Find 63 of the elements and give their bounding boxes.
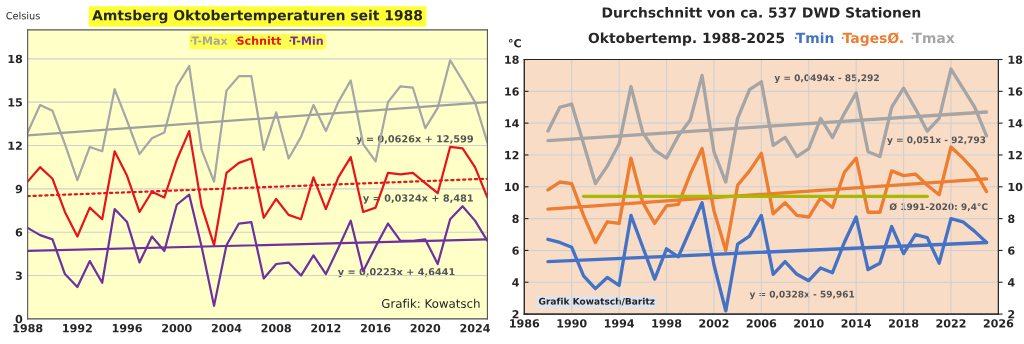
legend-label: T-Max: [191, 36, 228, 45]
y-tick-label: 2: [512, 310, 519, 319]
x-tick-label: 2000: [162, 323, 192, 333]
annotation: Grafik Kowatsch/Baritz: [538, 297, 655, 306]
y-tick-label: 0: [15, 314, 23, 324]
x-tick-label: 2014: [841, 319, 872, 328]
x-tick-label: 2020: [410, 323, 441, 333]
y-tick-label: 9: [15, 184, 23, 194]
annotation: Ø 1991-2020: 9,4°C: [889, 203, 988, 212]
x-tick-label: 1986: [510, 319, 540, 328]
y2-tick-label: 8: [1008, 214, 1015, 223]
y-tick-label: 14: [505, 119, 519, 128]
x-tick-label: 1988: [13, 323, 43, 333]
y2-tick-label: 14: [1008, 119, 1023, 128]
y-tick-label: 3: [15, 271, 22, 280]
x-tick-label: 2018: [888, 319, 919, 328]
y-tick-label: 16: [505, 87, 519, 96]
y2-tick-label: 4: [1007, 278, 1015, 287]
y-tick-label: 12: [505, 150, 519, 160]
y-axis-title: Celsius: [6, 11, 40, 20]
y-tick-label: 6: [512, 246, 519, 255]
legend-label: TagesØ.: [842, 32, 903, 46]
y-tick-label: 12: [8, 141, 22, 150]
legend-label: Tmax: [912, 32, 955, 44]
y2-tick-label: 6: [1008, 246, 1015, 255]
annotation: y = 0,051x - 92,793: [887, 136, 986, 146]
legend-label: Schnitt: [237, 36, 282, 45]
x-tick-label: 1990: [557, 319, 587, 328]
y-axis-title: °C: [508, 38, 521, 48]
y2-tick-label: 18: [1008, 55, 1023, 64]
x-tick-label: 2004: [211, 323, 242, 333]
y-tick-label: 15: [8, 98, 23, 107]
annotation: y = 0,0494x - 85,292: [774, 74, 879, 83]
chart-title: Durchschnitt von ca. 537 DWD Stationen: [602, 6, 921, 18]
y-tick-label: 18: [8, 54, 23, 64]
y-tick-label: 18: [505, 55, 519, 64]
y-tick-label: 6: [15, 228, 23, 237]
annotation: y = 0,0328x - 59,961: [749, 290, 855, 300]
legend-label: T-Min: [290, 36, 323, 45]
x-tick-label: 1998: [652, 319, 682, 328]
y-tick-label: 8: [512, 214, 519, 223]
chart-subtitle: Oktobertemp. 1988-2025: [588, 32, 785, 46]
x-tick-label: 1994: [604, 319, 635, 328]
x-tick-label: 1992: [63, 323, 92, 333]
x-tick-label: 2002: [699, 319, 729, 328]
x-tick-label: 2006: [746, 319, 777, 328]
legend-label: Tmin: [795, 32, 834, 43]
x-tick-label: 2012: [311, 323, 341, 333]
y2-tick-label: 10: [1008, 182, 1023, 192]
x-tick-label: 2016: [361, 323, 391, 333]
annotation: Grafik: Kowatsch: [381, 298, 480, 308]
y2-tick-label: 2: [1008, 310, 1015, 319]
y2-tick-label: 16: [1008, 87, 1023, 96]
y-tick-label: 10: [505, 182, 519, 192]
y2-tick-label: 12: [1008, 150, 1022, 160]
x-tick-label: 2008: [261, 323, 291, 333]
chart-title: Amtsberg Oktobertemperaturen seit 1988: [92, 9, 423, 24]
x-tick-label: 2024: [460, 323, 490, 333]
x-tick-label: 2010: [794, 319, 824, 328]
x-tick-label: 2026: [983, 319, 1014, 328]
x-tick-label: 2022: [936, 319, 966, 328]
x-tick-label: 1996: [112, 323, 142, 333]
y-tick-label: 4: [512, 278, 519, 287]
